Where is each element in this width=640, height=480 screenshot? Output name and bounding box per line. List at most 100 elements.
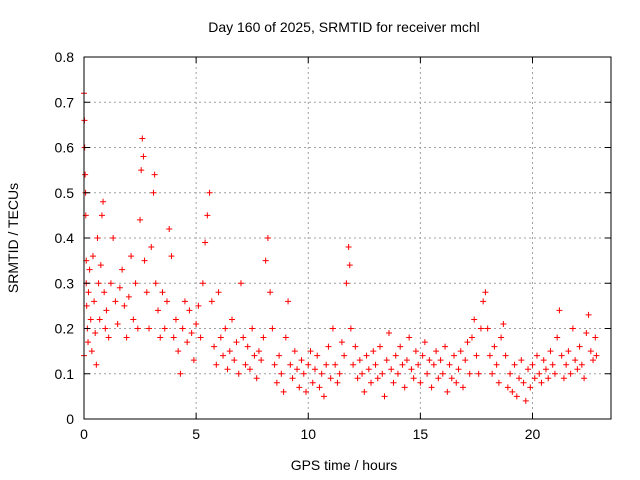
data-point (159, 289, 166, 296)
data-point (220, 352, 227, 359)
data-point (381, 393, 388, 400)
data-point (374, 375, 381, 382)
data-point (240, 334, 247, 341)
data-point (511, 361, 518, 368)
data-point (493, 361, 500, 368)
data-point (267, 289, 274, 296)
data-point (184, 339, 191, 346)
data-point (336, 370, 343, 377)
data-point (536, 370, 543, 377)
data-point (95, 280, 102, 287)
data-point (502, 352, 509, 359)
data-point (163, 298, 170, 305)
data-point (377, 343, 384, 350)
data-point (572, 357, 579, 364)
data-point (193, 320, 200, 327)
data-point (215, 289, 222, 296)
data-point (426, 357, 433, 364)
data-point (213, 361, 220, 368)
data-point (424, 370, 431, 377)
data-point (206, 189, 213, 196)
data-point (177, 370, 184, 377)
data-point (294, 366, 301, 373)
data-point (264, 235, 271, 241)
axis-ticks (83, 56, 611, 420)
data-point (251, 352, 258, 359)
data-point (246, 366, 253, 373)
data-point (415, 361, 422, 368)
data-point (138, 167, 145, 174)
data-point (327, 375, 334, 382)
data-point (188, 330, 195, 337)
x-axis-label: GPS time / hours (291, 457, 398, 473)
data-point (569, 325, 576, 332)
data-point (547, 348, 554, 355)
data-point (394, 370, 401, 377)
x-tick-label: 20 (525, 426, 541, 442)
data-point (347, 325, 354, 332)
data-point (204, 212, 211, 219)
data-point (280, 388, 287, 395)
data-point (504, 384, 511, 391)
data-point (237, 280, 244, 287)
data-point (390, 379, 397, 386)
data-point (146, 325, 153, 332)
data-point (103, 307, 110, 314)
data-point (318, 370, 325, 377)
data-point (128, 253, 135, 260)
data-point (430, 361, 437, 368)
data-point (338, 339, 345, 346)
data-point (545, 375, 552, 382)
data-point (435, 375, 442, 382)
data-point (554, 334, 561, 341)
data-point (244, 343, 251, 350)
data-point (85, 339, 92, 346)
y-tick-label: 0.6 (55, 140, 75, 156)
data-point (509, 388, 516, 395)
data-point (408, 366, 415, 373)
data-point (157, 334, 164, 341)
data-point (151, 171, 158, 178)
data-point (379, 370, 386, 377)
data-point (593, 352, 600, 359)
data-point (581, 375, 588, 382)
y-tick-label: 0 (66, 411, 74, 427)
data-point (538, 379, 545, 386)
data-point (291, 348, 298, 355)
data-point (88, 348, 95, 355)
data-point (471, 316, 478, 323)
data-point (560, 375, 567, 382)
y-axis-label: SRMTID / TECUs (5, 183, 21, 293)
data-point (307, 348, 314, 355)
data-point (446, 361, 453, 368)
data-point (491, 343, 498, 350)
y-tick-label: 0.8 (55, 49, 75, 65)
data-point (170, 334, 177, 341)
data-point (166, 225, 173, 232)
data-point (260, 334, 267, 341)
data-point (565, 348, 572, 355)
data-point (533, 352, 540, 359)
data-point (121, 302, 128, 309)
data-point (343, 280, 350, 287)
data-point (397, 343, 404, 350)
data-point (181, 298, 188, 305)
data-point (262, 257, 269, 264)
data-point (531, 375, 538, 382)
data-point (320, 393, 327, 400)
data-point (242, 361, 249, 368)
y-tick-labels: 0 0.1 0.2 0.3 0.4 0.5 0.6 0.7 0.8 (55, 49, 75, 427)
data-point (558, 352, 565, 359)
data-point (116, 284, 123, 291)
data-point (403, 357, 410, 364)
data-point (433, 348, 440, 355)
data-point (466, 370, 473, 377)
data-point (114, 320, 121, 327)
data-point (278, 370, 285, 377)
data-point (587, 348, 594, 355)
data-point (282, 334, 289, 341)
data-point (551, 370, 558, 377)
data-point (489, 370, 496, 377)
data-point (226, 348, 233, 355)
data-point (352, 343, 359, 350)
